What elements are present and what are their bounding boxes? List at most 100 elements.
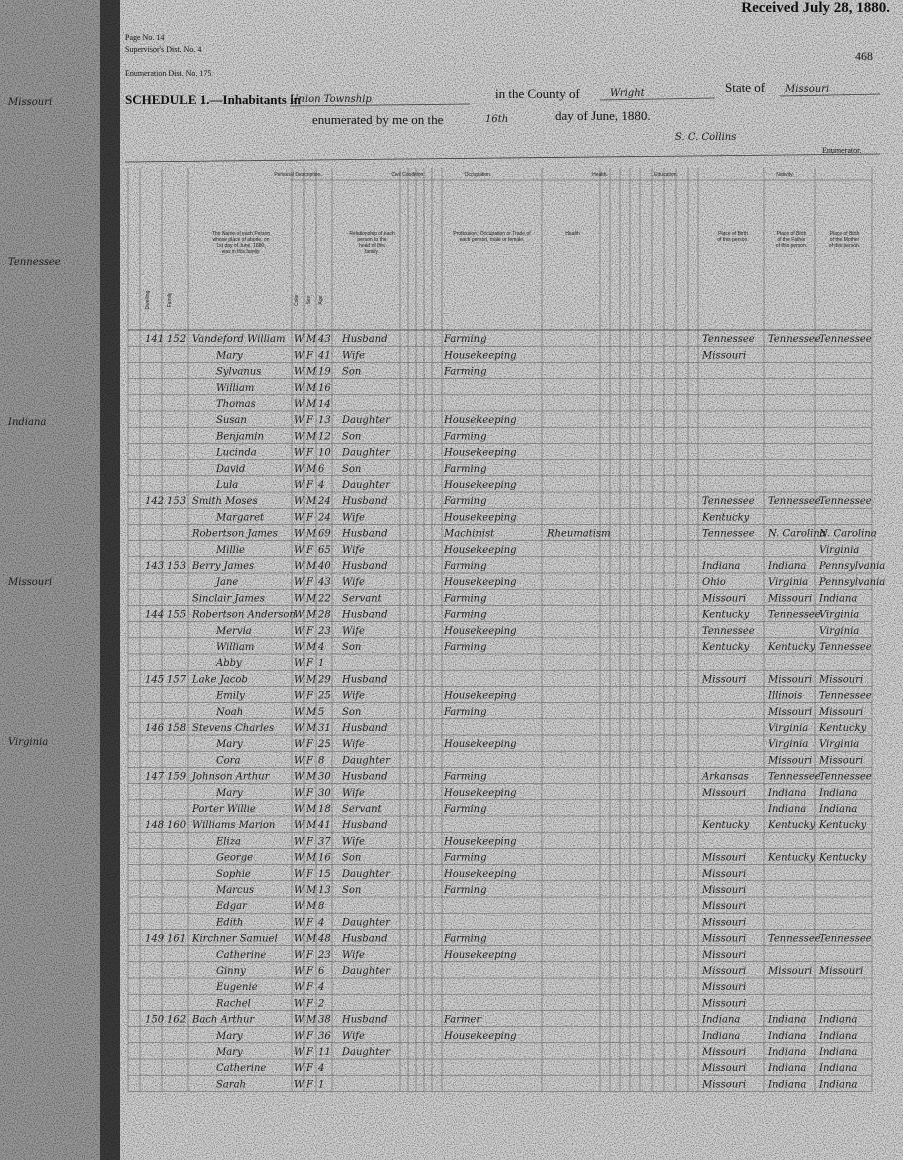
sex: M [305, 529, 317, 540]
age: 29 [317, 674, 331, 685]
sex: M [305, 642, 317, 653]
sex: M [305, 383, 317, 394]
dwelling-number: 143 [145, 561, 164, 572]
family-number: 161 [167, 934, 186, 945]
birthplace: Missouri [701, 1063, 746, 1074]
birthplace: Missouri [701, 869, 746, 880]
age: 69 [318, 529, 331, 540]
relationship: Wife [342, 788, 365, 799]
margin-entry: Tennessee [8, 257, 61, 268]
occupation: Housekeeping [443, 950, 517, 961]
person-name: Sarah [216, 1079, 246, 1090]
relationship: Son [342, 885, 361, 896]
family-number: 157 [167, 674, 187, 685]
age: 6 [318, 464, 325, 475]
color: W [294, 561, 305, 572]
family-number: 155 [167, 610, 186, 621]
sex: F [305, 1047, 314, 1058]
person-name: Emily [215, 691, 245, 702]
supervisor-district: Supervisor's Dist. No. 4 [125, 45, 201, 54]
person-name: Sophie [216, 869, 251, 880]
person-name: Mary [215, 788, 243, 799]
color: W [294, 415, 305, 426]
sex: F [305, 577, 314, 588]
age: 2 [317, 998, 324, 1009]
birthplace: Kentucky [701, 820, 750, 831]
occupation: Farming [443, 853, 487, 864]
person-name: Catherine [216, 1063, 266, 1074]
occupation: Farming [443, 885, 487, 896]
margin-entry: Missouri [7, 97, 52, 108]
person-name: George [216, 853, 253, 864]
enumerator-signature: S. C. Collins [675, 132, 736, 143]
age: 4 [317, 480, 324, 491]
color: W [294, 950, 305, 961]
person-name: Mary [215, 350, 243, 361]
age: 43 [317, 577, 331, 588]
sex: M [305, 707, 317, 718]
father-birthplace: Missouri [767, 674, 812, 685]
occupation: Farming [443, 593, 487, 604]
person-name: William [216, 642, 254, 653]
birthplace: Indiana [701, 561, 740, 572]
occupation: Farming [443, 707, 487, 718]
birthplace: Missouri [701, 350, 746, 361]
underline [599, 97, 716, 101]
color: W [294, 1031, 305, 1042]
relationship: Wife [342, 626, 365, 637]
father-birthplace: Illinois [767, 691, 802, 702]
person-name: Lucinda [215, 448, 257, 459]
father-birthplace: Tennessee [768, 772, 821, 783]
age: 1 [318, 1079, 324, 1090]
color: W [294, 755, 305, 766]
occupation: Housekeeping [443, 836, 517, 847]
person-name: Smith Moses [192, 496, 258, 507]
sex: M [305, 901, 317, 912]
county-label: in the County of [495, 86, 581, 101]
mother-birthplace: Virginia [819, 545, 859, 556]
health: Rheumatism [546, 529, 611, 540]
mother-birthplace: Virginia [819, 739, 859, 750]
family-number: 153 [167, 561, 186, 572]
sex: M [305, 853, 317, 864]
person-name: Robertson James [191, 529, 278, 540]
color: W [294, 1015, 305, 1026]
occupation: Housekeeping [443, 1031, 517, 1042]
sex: F [305, 869, 314, 880]
relationship: Wife [342, 836, 365, 847]
family-number: 158 [167, 723, 186, 734]
sex: M [305, 496, 317, 507]
father-birthplace: Missouri [767, 593, 812, 604]
column-header: Health [565, 231, 580, 237]
father-birthplace: Indiana [767, 1063, 806, 1074]
person-name: Eugenie [215, 982, 258, 993]
color: W [294, 917, 305, 928]
section-header: Health. [592, 172, 608, 178]
sex: M [305, 804, 317, 815]
mother-birthplace: Missouri [818, 674, 863, 685]
relationship: Daughter [341, 755, 391, 766]
father-birthplace: Kentucky [767, 853, 816, 864]
age: 30 [318, 772, 331, 783]
margin-entry: Virginia [8, 737, 48, 748]
age: 48 [317, 934, 331, 945]
father-birthplace: Virginia [768, 577, 808, 588]
age: 4 [317, 1063, 324, 1074]
age: 4 [317, 642, 324, 653]
sex: M [305, 561, 317, 572]
sex: F [305, 1079, 314, 1090]
person-name: Sylvanus [216, 367, 261, 378]
occupation: Farming [443, 464, 487, 475]
father-birthplace: Tennessee [768, 934, 821, 945]
father-birthplace: Indiana [767, 1031, 806, 1042]
person-name: Lula [215, 480, 238, 491]
sex: F [305, 1031, 314, 1042]
occupation: Housekeeping [443, 512, 517, 523]
age: 18 [318, 804, 331, 815]
age: 37 [318, 836, 331, 847]
sex: F [305, 739, 314, 750]
person-name: Stevens Charles [192, 723, 274, 734]
father-birthplace: Kentucky [767, 820, 816, 831]
color: W [294, 901, 305, 912]
